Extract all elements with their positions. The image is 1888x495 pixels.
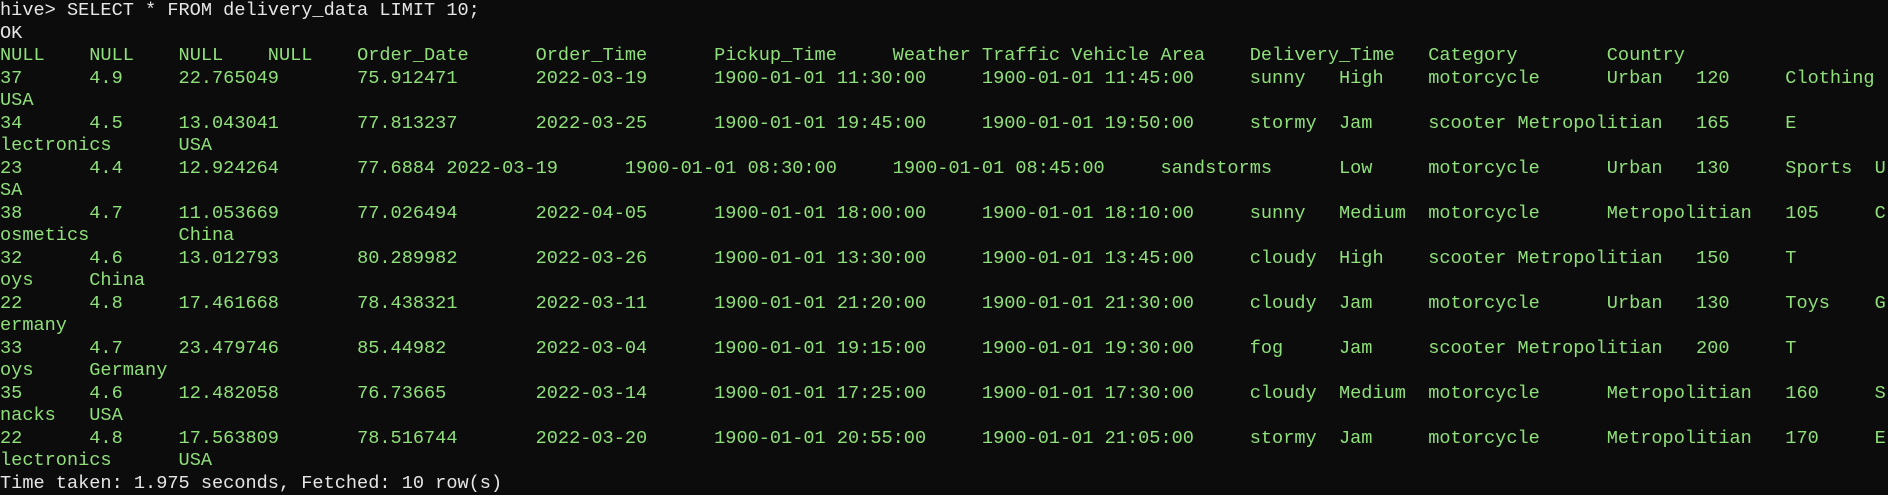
- terminal-line: 35 4.6 12.482058 76.73665 2022-03-14 190…: [0, 382, 1886, 404]
- terminal-line: SA: [0, 180, 23, 201]
- terminal-line: Time taken: 1.975 seconds, Fetched: 10 r…: [0, 472, 503, 494]
- terminal-line: 38 4.7 11.053669 77.026494 2022-04-05 19…: [0, 202, 1886, 224]
- terminal-line: NULL NULL NULL NULL Order_Date Order_Tim…: [0, 45, 1685, 66]
- terminal-line: ermany: [0, 315, 67, 336]
- terminal-line: lectronics USA: [0, 135, 213, 156]
- terminal-line: 23 4.4 12.924264 77.6884 2022-03-19 1900…: [0, 157, 1886, 179]
- terminal-line: nacks USA: [0, 405, 123, 426]
- terminal-line: oys Germany: [0, 360, 168, 381]
- terminal-line: 22 4.8 17.461668 78.438321 2022-03-11 19…: [0, 292, 1886, 314]
- terminal-line: hive> SELECT * FROM delivery_data LIMIT …: [0, 0, 480, 21]
- terminal-line: 32 4.6 13.012793 80.289982 2022-03-26 19…: [0, 247, 1797, 269]
- terminal-line: 34 4.5 13.043041 77.813237 2022-03-25 19…: [0, 112, 1797, 134]
- terminal-line: 22 4.8 17.563809 78.516744 2022-03-20 19…: [0, 427, 1886, 449]
- terminal-line: 33 4.7 23.479746 85.44982 2022-03-04 190…: [0, 337, 1797, 359]
- terminal-line: USA: [0, 90, 34, 111]
- terminal-line: 37 4.9 22.765049 75.912471 2022-03-19 19…: [0, 67, 1875, 89]
- terminal-line: oys China: [0, 270, 146, 291]
- terminal-line: lectronics USA: [0, 450, 213, 471]
- terminal-line: OK: [0, 22, 23, 44]
- terminal-line: osmetics China: [0, 225, 235, 246]
